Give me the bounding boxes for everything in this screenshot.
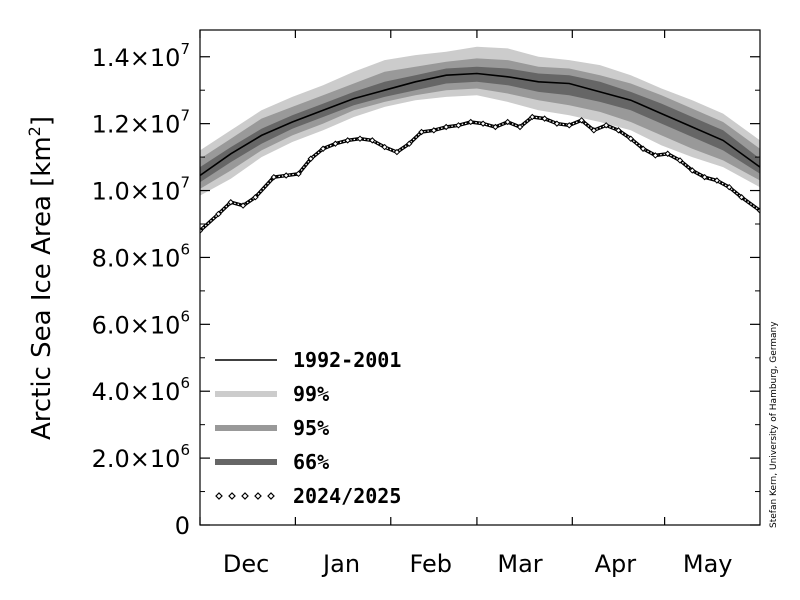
data-point-2024-2025: [200, 227, 204, 234]
data-point-2024-2025: [713, 177, 721, 184]
data-point-2024-2025: [492, 123, 499, 131]
data-point-2024-2025: [295, 170, 302, 178]
legend-swatch-diamond: [215, 492, 223, 500]
data-point-2024-2025: [689, 167, 696, 174]
legend-label: 95%: [293, 416, 329, 440]
legend-swatch-diamond: [267, 492, 275, 500]
data-point-2024-2025: [726, 183, 733, 191]
mean-line-1992-2001: [200, 72, 760, 177]
data-point-2024-2025: [578, 117, 585, 124]
band-66pct: [200, 66, 760, 183]
y-tick-label: 1.2×107: [92, 107, 190, 139]
x-tick-label-dec: Dec: [223, 550, 269, 578]
data-point-2024-2025: [467, 118, 474, 126]
x-tick-label-mar: Mar: [497, 550, 542, 578]
data-point-2024-2025: [418, 128, 425, 136]
legend-swatch-diamond: [254, 492, 262, 500]
legend: 1992-2001 99% 95% 66% 2024/2025: [215, 348, 401, 508]
y-tick-label: 2.0×106: [92, 441, 190, 473]
data-point-2024-2025: [553, 120, 561, 127]
data-point-2024-2025: [239, 202, 247, 209]
y-tick-label: 6.0×106: [92, 307, 190, 339]
plot-frame: [199, 29, 761, 526]
legend-label: 66%: [293, 450, 329, 474]
data-point-2024-2025: [319, 145, 327, 152]
data-point-2024-2025: [252, 194, 259, 201]
data-point-2024-2025: [516, 123, 524, 131]
data-point-2024-2025: [756, 207, 760, 214]
legend-label: 2024/2025: [293, 484, 401, 508]
data-point-2024-2025: [332, 140, 339, 147]
data-point-2024-2025: [381, 143, 388, 151]
data-point-2024-2025: [652, 152, 659, 159]
data-point-2024-2025: [590, 127, 598, 134]
legend-swatch-diamond: [241, 492, 249, 500]
x-tick-label-jan: Jan: [321, 550, 360, 578]
credit-text: Stefan Kern, University of Hamburg, Germ…: [769, 321, 779, 528]
data-point-2024-2025: [676, 157, 684, 164]
data-point-2024-2025: [566, 122, 573, 129]
data-point-2024-2025: [602, 122, 610, 129]
data-point-2024-2025: [393, 148, 401, 156]
data-point-2024-2025: [504, 118, 511, 126]
data-point-2024-2025: [455, 122, 462, 129]
y-tick-label: 0: [175, 512, 190, 540]
data-point-2024-2025: [627, 135, 634, 142]
x-tick-label-feb: Feb: [410, 550, 453, 578]
data-point-2024-2025: [282, 172, 290, 179]
data-point-2024-2025: [406, 140, 413, 147]
legend-label: 1992-2001: [293, 348, 401, 372]
y-tick-label: 8.0×106: [92, 240, 190, 272]
data-point-2024-2025: [270, 173, 278, 181]
data-point-2024-2025: [738, 194, 745, 201]
y-axis-title: Arctic Sea Ice Area [km2]: [25, 116, 57, 440]
data-point-2024-2025: [356, 135, 364, 142]
data-point-2024-2025: [541, 115, 548, 122]
data-point-2024-2025: [344, 137, 351, 144]
data-point-2024-2025: [615, 127, 622, 134]
data-point-2024-2025: [442, 123, 450, 131]
data-point-2024-2025: [369, 137, 376, 144]
data-point-2024-2025: [529, 113, 536, 121]
data-point-2024-2025: [215, 210, 222, 218]
x-tick-label-may: May: [683, 550, 733, 578]
data-point-2024-2025: [701, 173, 708, 181]
data-point-2024-2025: [664, 150, 671, 157]
data-point-2024-2025: [639, 145, 647, 152]
data-point-2024-2025: [479, 120, 487, 127]
y-tick-label: 1.4×107: [92, 40, 190, 72]
legend-swatch-diamond: [228, 492, 236, 500]
data-point-2024-2025: [227, 199, 234, 206]
data-point-2024-2025: [430, 127, 438, 134]
legend-label: 99%: [293, 382, 329, 406]
y-tick-label: 1.0×107: [92, 174, 190, 206]
x-tick-label-apr: Apr: [595, 550, 637, 578]
y-tick-label: 4.0×106: [92, 374, 190, 406]
plot-area: [200, 46, 760, 234]
data-point-2024-2025: [307, 155, 314, 162]
current-season-series: [200, 113, 760, 234]
